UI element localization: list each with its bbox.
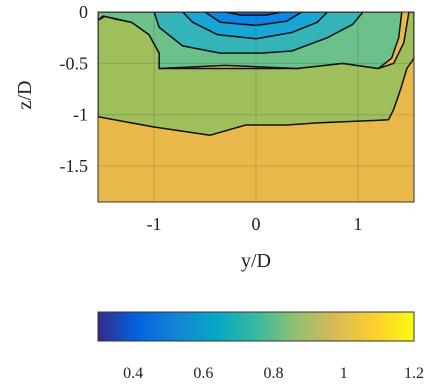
grid-lines	[98, 12, 414, 202]
y-tick-label: -1.5	[60, 156, 89, 176]
contour-region-0.4	[224, 12, 283, 16]
x-tick-label: 1	[353, 214, 362, 234]
x-tick-label: 0	[252, 214, 261, 234]
plot-frame	[97, 11, 415, 203]
x-axis-label: y/D	[241, 250, 271, 272]
colorbar-tick-label: 0.4	[123, 365, 143, 382]
x-tick-label: -1	[147, 214, 162, 234]
contour-region-0.5	[204, 12, 303, 27]
y-tick-label: -1	[73, 105, 88, 125]
contour-regions	[98, 12, 414, 202]
colorbar-tick-labels: 0.4 0.6 0.8 1 1.2	[123, 365, 424, 382]
y-tick-label: -0.5	[60, 53, 89, 73]
y-tick-label: 0	[79, 2, 88, 22]
colorbar-tick-label: 1	[340, 365, 348, 382]
y-axis-label: z/D	[14, 81, 36, 110]
y-tick-labels: 0 -0.5 -1 -1.5	[60, 2, 89, 176]
colorbar-tick-label: 0.8	[264, 365, 284, 382]
colorbar-tick-label: 0.6	[193, 365, 213, 382]
colorbar-tick-label: 1.2	[404, 365, 424, 382]
x-tick-labels: -1 0 1	[147, 214, 363, 234]
plot-area	[98, 12, 414, 202]
colorbar	[97, 311, 415, 342]
